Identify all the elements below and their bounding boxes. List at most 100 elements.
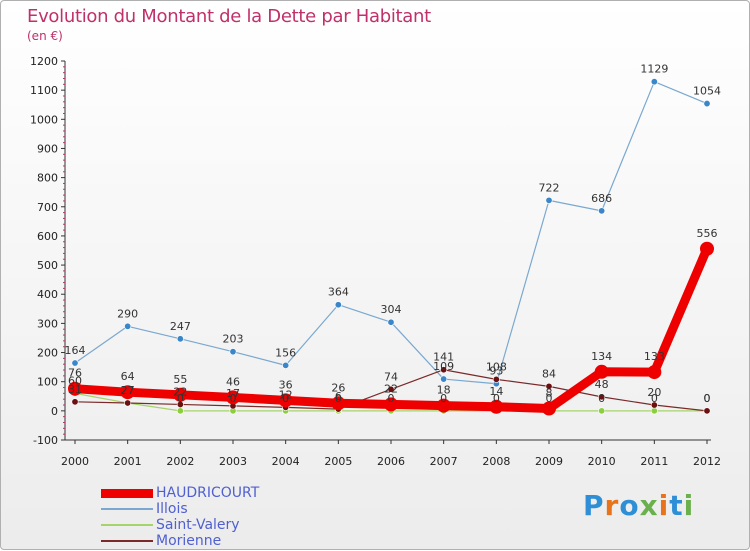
data-point-illois [176,335,184,343]
data-label-illois: 304 [381,303,402,316]
y-tick-label: 0 [51,405,58,418]
logo-letter: o [619,489,640,522]
data-point-illois [598,207,606,215]
data-point-morienne [545,382,553,390]
x-tick-label: 2009 [535,455,563,468]
y-tick-label: -100 [33,434,58,447]
y-tick-label: 700 [37,201,58,214]
data-label-haudricourt: 26 [331,381,345,394]
data-point-haudricourt [700,241,714,256]
y-tick-label: 100 [37,376,58,389]
data-point-illois [229,348,237,356]
data-label-illois: 164 [65,344,86,357]
data-label-saint-valery: 0 [388,392,395,405]
data-point-haudricourt [331,396,346,411]
data-point-haudricourt [647,365,662,380]
data-label-saint-valery: 0 [493,392,500,405]
data-point-illois [545,196,553,204]
series-line-illois [74,81,708,385]
y-tick-label: 800 [37,172,58,185]
y-tick-label: 300 [37,317,58,330]
data-point-morienne [598,393,606,401]
data-point-illois [282,361,290,369]
data-point-morienne [703,407,711,415]
data-label-morienne: 48 [595,378,609,391]
y-tick-label: 500 [37,259,58,272]
data-point-haudricourt [278,393,293,408]
data-label-haudricourt: 133 [644,350,665,363]
data-label-morienne: 12 [279,388,293,401]
logo-letter: r [604,489,620,522]
data-point-illois [703,100,711,108]
legend-label-morienne: Morienne [156,533,222,549]
data-label-morienne: 74 [384,370,398,383]
y-tick-label: 1000 [30,113,58,126]
legend-swatch-haudricourt [101,488,153,498]
data-point-morienne [650,401,658,409]
data-label-morienne: 31 [68,383,82,396]
data-point-haudricourt [226,390,240,405]
data-label-haudricourt: 36 [279,378,293,391]
legend-swatch-morienne [101,540,153,542]
data-label-saint-valery: 27 [121,384,135,397]
data-label-illois: 109 [433,360,454,373]
y-tick-label: 200 [37,347,58,360]
data-label-illois: 247 [170,320,191,333]
data-point-illois [650,78,658,86]
data-label-illois: 686 [591,192,612,205]
data-label-morienne: 6 [335,390,342,403]
data-label-haudricourt: 14 [489,385,503,398]
data-label-illois: 290 [117,307,138,320]
y-tick-label: 1200 [30,55,58,68]
data-label-illois: 156 [275,346,296,359]
data-label-illois: 364 [328,286,349,299]
data-label-illois: 203 [223,333,244,346]
y-tick-label: 400 [37,288,58,301]
data-point-morienne [440,366,448,374]
data-label-illois: 1054 [693,85,721,98]
data-label-morienne: 17 [226,387,240,400]
logo-letter: P [583,489,605,522]
x-tick-label: 2006 [377,455,405,468]
data-point-saint-valery [598,407,606,415]
data-label-saint-valery: 0 [651,392,658,405]
logo-letter: i [683,489,695,522]
data-point-morienne [71,398,79,406]
data-label-morienne: 0 [704,392,711,405]
legend-label-haudricourt: HAUDRICOURT [156,485,260,501]
x-tick-label: 2003 [219,455,247,468]
data-label-haudricourt: 18 [437,384,451,397]
data-point-illois [124,322,132,330]
data-point-haudricourt [120,385,135,400]
data-label-saint-valery: 0 [282,392,289,405]
chart-title: Evolution du Montant de la Dette par Hab… [27,6,431,27]
data-label-saint-valery: 0 [230,392,237,405]
data-label-haudricourt: 64 [121,370,135,383]
data-point-morienne [124,399,132,407]
data-label-saint-valery: 0 [598,392,605,405]
x-tick-label: 2010 [588,455,616,468]
data-point-haudricourt [436,398,451,413]
y-tick-label: 1100 [30,84,58,97]
data-label-haudricourt: 134 [591,350,612,363]
data-label-haudricourt: 556 [697,227,718,240]
data-label-illois: 722 [539,181,560,194]
logo-letter: x [639,489,659,522]
data-point-morienne [387,385,395,393]
legend-swatch-illois [101,508,153,510]
data-point-illois [440,375,448,383]
data-label-saint-valery: 0 [704,392,711,405]
x-tick-label: 2011 [640,455,668,468]
logo-letter: t [669,489,684,522]
data-point-haudricourt [384,397,398,412]
proxiti-logo: Proxiti [583,489,694,522]
y-tick-label: 600 [37,230,58,243]
x-tick-label: 2001 [114,455,142,468]
data-point-haudricourt [594,364,609,379]
data-label-saint-valery: 0 [440,392,447,405]
x-tick-label: 2005 [324,455,352,468]
data-label-saint-valery: 0 [335,392,342,405]
x-tick-label: 2002 [166,455,194,468]
